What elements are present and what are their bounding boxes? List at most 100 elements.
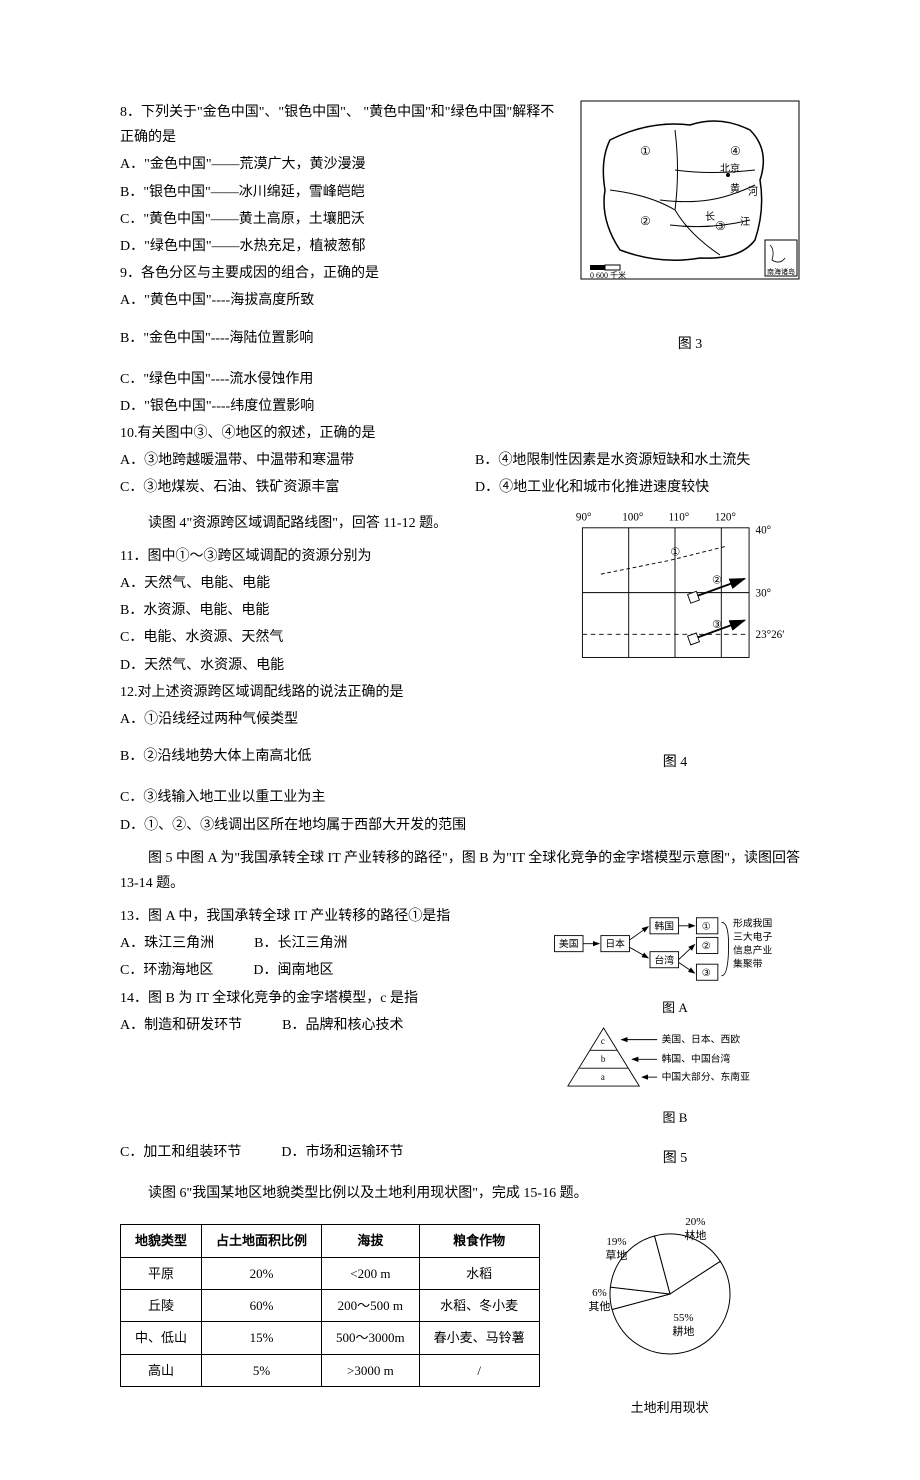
- svg-text:20%: 20%: [685, 1216, 705, 1228]
- svg-text:0 600 千米: 0 600 千米: [590, 270, 626, 280]
- q8-optA: A．"金色中国"——荒漠广大，黄沙漫漫: [120, 152, 560, 177]
- svg-text:③: ③: [712, 618, 722, 630]
- svg-text:南海诸岛: 南海诸岛: [767, 267, 795, 276]
- q10-text: 10.有关图中③、④地区的叙述，正确的是: [120, 421, 800, 446]
- fig4-label: 图 4: [663, 750, 688, 775]
- svg-text:中国大部分、东南亚: 中国大部分、东南亚: [662, 1070, 751, 1083]
- svg-text:黄: 黄: [730, 182, 740, 195]
- intro-15-16: 读图 6"我国某地区地貌类型比例以及土地利用现状图"，完成 15-16 题。: [120, 1181, 800, 1206]
- q12-optD: D．①、②、③线调出区所在地均属于西部大开发的范围: [120, 813, 800, 838]
- q8-optC: C．"黄色中国"——黄土高原，土壤肥沃: [120, 207, 560, 232]
- svg-text:30°: 30°: [756, 587, 772, 599]
- q12-text: 12.对上述资源跨区域调配线路的说法正确的是: [120, 680, 530, 705]
- q11-text: 11．图中①～③跨区域调配的资源分别为: [120, 544, 530, 569]
- q12-optB: B．②沿线地势大体上南高北低: [120, 744, 530, 769]
- svg-text:120°: 120°: [715, 511, 736, 523]
- china-map-figure: ① ② ③ ④ 北京 黄 河 长 江 南海诸岛 0 600 千米: [580, 100, 800, 280]
- svg-text:韩国: 韩国: [654, 919, 674, 932]
- svg-text:三大电子: 三大电子: [733, 930, 772, 943]
- svg-text:河: 河: [748, 186, 758, 198]
- th-type: 地貌类型: [121, 1225, 202, 1257]
- svg-text:北京: 北京: [720, 162, 740, 175]
- q14-optD: D．市场和运输环节: [281, 1140, 403, 1165]
- table-row: 高山5%>3000 m/: [121, 1354, 540, 1386]
- q14-optC: C．加工和组装环节: [120, 1140, 241, 1165]
- svg-text:其他: 其他: [588, 1300, 610, 1313]
- q13-text: 13．图 A 中，我国承转全球 IT 产业转移的路径①是指: [120, 904, 530, 929]
- svg-text:40°: 40°: [756, 524, 772, 536]
- q10-optC: C．③地煤炭、石油、铁矿资源丰富: [120, 475, 445, 500]
- q14-text: 14．图 B 为 IT 全球化竞争的金字塔模型，c 是指: [120, 986, 530, 1011]
- q13-optA: A．珠江三角洲: [120, 931, 214, 956]
- q11-optA: A．天然气、电能、电能: [120, 571, 530, 596]
- q10-optA: A．③地跨越暖温带、中温带和寒温带: [120, 448, 445, 473]
- table-row: 中、低山15%500～3000m春小麦、马铃薯: [121, 1322, 540, 1354]
- land-use-pie: 20%林地 55%耕地 6%其他 19%草地: [580, 1214, 760, 1394]
- svg-text:②: ②: [712, 574, 722, 586]
- svg-text:b: b: [601, 1054, 606, 1064]
- svg-text:55%: 55%: [673, 1312, 693, 1324]
- coordinate-figure: 90° 100° 110° 120° 40° 30° 23°26′ ①: [550, 503, 800, 673]
- svg-text:江: 江: [740, 216, 750, 228]
- svg-text:日本: 日本: [605, 937, 625, 950]
- fig3-label: 图 3: [678, 332, 703, 357]
- q14-optB: B．品牌和核心技术: [282, 1013, 403, 1038]
- th-alt: 海拔: [322, 1225, 420, 1257]
- figA-label: 图 A: [662, 996, 688, 1019]
- q11-optD: D．天然气、水资源、电能: [120, 653, 530, 678]
- q8-text: 8．下列关于"金色中国"、"银色中国"、 "黄色中国"和"绿色中国"解释不正确的…: [120, 100, 560, 150]
- q10-optB: B．④地限制性因素是水资源短缺和水土流失: [475, 448, 800, 473]
- q9-optC: C．"绿色中国"----流水侵蚀作用: [120, 367, 800, 392]
- q10-optD: D．④地工业化和城市化推进速度较快: [475, 475, 800, 500]
- q9-optA: A．"黄色中国"----海拔高度所致: [120, 288, 560, 313]
- intro-11-12: 读图 4"资源跨区域调配路线图"，回答 11-12 题。: [120, 511, 530, 536]
- svg-text:100°: 100°: [622, 511, 643, 523]
- intro-13-14: 图 5 中图 A 为"我国承转全球 IT 产业转移的路径"，图 B 为"IT 全…: [120, 846, 800, 896]
- svg-text:②: ②: [640, 214, 651, 228]
- it-path-figure-a: 美国 日本 韩国 台湾 ① ② ③ 形成我国 三大电子 信息产业 集聚带: [550, 904, 800, 994]
- svg-text:①: ①: [640, 144, 651, 158]
- th-pct: 占土地面积比例: [202, 1225, 322, 1257]
- table-row: 平原20%<200 m水稻: [121, 1257, 540, 1289]
- svg-text:③: ③: [715, 219, 726, 233]
- q8-optB: B．"银色中国"——冰川绵延，雪峰皑皑: [120, 180, 560, 205]
- q9-optB: B．"金色中国"----海陆位置影响: [120, 326, 560, 351]
- svg-text:②: ②: [702, 941, 711, 952]
- svg-text:①: ①: [702, 921, 711, 932]
- svg-text:6%: 6%: [592, 1287, 607, 1299]
- svg-text:耕地: 耕地: [672, 1324, 694, 1338]
- q12-optC: C．③线输入地工业以重工业为主: [120, 785, 800, 810]
- q8-optD: D．"绿色中国"——水热充足，植被葱郁: [120, 234, 560, 259]
- q9-optD: D．"银色中国"----纬度位置影响: [120, 394, 800, 419]
- svg-text:信息产业: 信息产业: [733, 944, 772, 957]
- q11-optB: B．水资源、电能、电能: [120, 598, 530, 623]
- svg-text:长: 长: [705, 211, 715, 223]
- figB-label: 图 B: [663, 1106, 688, 1129]
- q13-optB: B．长江三角洲: [254, 931, 347, 956]
- svg-text:草地: 草地: [605, 1249, 627, 1262]
- svg-text:23°26′: 23°26′: [756, 629, 785, 641]
- fig5-label: 图 5: [663, 1146, 688, 1171]
- svg-text:a: a: [601, 1072, 605, 1082]
- svg-text:19%: 19%: [606, 1236, 626, 1248]
- table-row: 丘陵60%200～500 m水稻、冬小麦: [121, 1290, 540, 1322]
- q12-optA: A．①沿线经过两种气候类型: [120, 707, 530, 732]
- pie-label: 土地利用现状: [631, 1396, 709, 1419]
- it-pyramid-figure-b: c b a 美国、日本、西欧 韩国、中国台湾 中国大部分、东南亚: [550, 1019, 800, 1104]
- svg-text:美国、日本、西欧: 美国、日本、西欧: [662, 1033, 741, 1046]
- svg-text:③: ③: [702, 968, 711, 979]
- q11-optC: C．电能、水资源、天然气: [120, 625, 530, 650]
- svg-text:台湾: 台湾: [654, 953, 674, 966]
- svg-text:集聚带: 集聚带: [733, 957, 763, 970]
- svg-text:韩国、中国台湾: 韩国、中国台湾: [662, 1052, 731, 1065]
- svg-text:c: c: [601, 1037, 605, 1047]
- svg-text:形成我国: 形成我国: [733, 918, 772, 930]
- svg-text:90°: 90°: [576, 511, 592, 523]
- q9-text: 9．各色分区与主要成因的组合，正确的是: [120, 261, 560, 286]
- svg-text:林地: 林地: [684, 1228, 706, 1242]
- landform-table: 地貌类型 占土地面积比例 海拔 粮食作物 平原20%<200 m水稻丘陵60%2…: [120, 1224, 540, 1387]
- q13-optD: D．闽南地区: [253, 958, 333, 983]
- svg-text:①: ①: [670, 546, 680, 558]
- svg-text:美国: 美国: [559, 937, 579, 950]
- th-crop: 粮食作物: [419, 1225, 539, 1257]
